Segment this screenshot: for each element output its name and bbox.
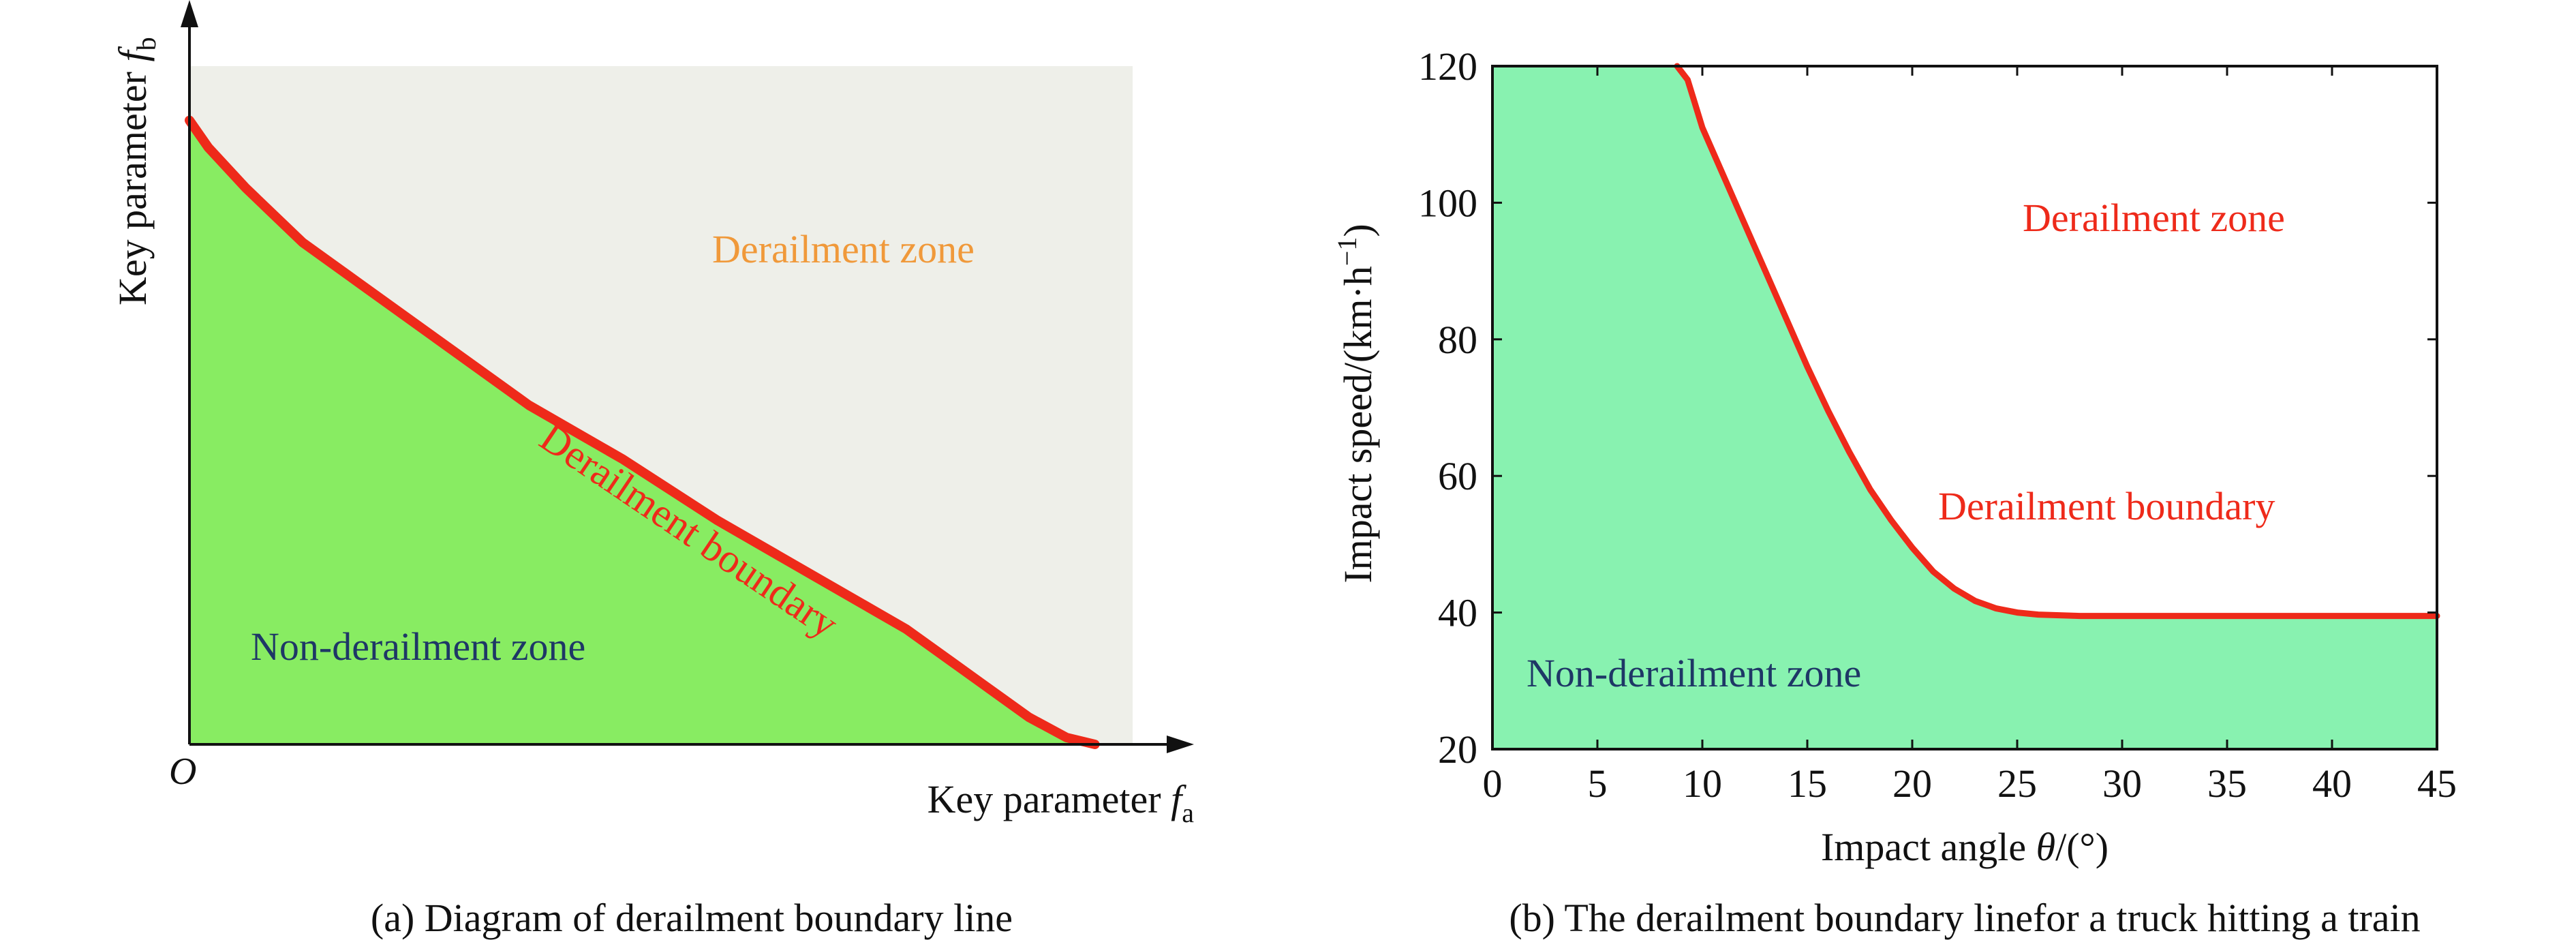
x-tick-label: 25 [1997,761,2037,806]
panel-caption-b: (b) The derailment boundary linefor a tr… [1509,896,2420,940]
derailment-boundary-line-a [185,115,1100,749]
x-tick-label: 30 [2102,761,2142,806]
x-tick-label: 5 [1588,761,1608,806]
x-tick-label: 15 [1788,761,1827,806]
derailment-boundary-line-b [1674,63,2440,620]
derailment-boundary-label-b: Derailment boundary [1938,484,2275,528]
non-derailment-zone-label-a: Non-derailment zone [251,624,585,669]
y-tick-label: 20 [1438,727,1477,772]
y-axis-label-a: Key parameter fb [110,37,162,305]
y-tick-label: 100 [1418,181,1477,225]
x-tick-label: 10 [1683,761,1722,806]
y-tick-label: 60 [1438,454,1477,498]
x-tick-label: 35 [2207,761,2247,806]
y-axis-label-b: Impact speed/(km·h−1) [1332,224,1380,583]
panel-b-impact-chart: 0 5 10 15 20 25 30 35 40 45 20 40 60 80 100 120 Impact… [1332,44,2457,940]
x-tick-label: 40 [2312,761,2352,806]
x-axis-label-a: Key parameter fa [927,777,1195,828]
x-tick-label: 0 [1483,761,1503,806]
x-tick-label: 20 [1892,761,1932,806]
panel-caption-a: (a) Diagram of derailment boundary line [371,896,1013,940]
derailment-zone-label-a: Derailment zone [712,227,975,271]
non-derailment-zone-area-b [1492,66,2437,749]
y-tick-label: 80 [1438,318,1477,362]
plot-frame-b [1491,65,2438,751]
y-tick-label: 40 [1438,591,1477,635]
x-axis-label-b: Impact angle θ/(°) [1821,825,2109,869]
derailment-zone-label-b: Derailment zone [2023,196,2285,240]
origin-label: O [169,751,196,793]
x-tick-label: 45 [2417,761,2457,806]
x-axis-arrow-a [1167,736,1194,753]
non-derailment-zone-area-a [189,120,1095,745]
non-derailment-zone-label-b: Non-derailment zone [1527,651,1861,695]
y-ticks-b: 20 40 60 80 100 120 [1418,44,2437,772]
x-ticks-b: 0 5 10 15 20 25 30 35 40 45 [1483,66,2457,806]
panel-a-boundary-diagram: O Key parameter fa Key parameter fb Dera… [110,0,1194,940]
y-tick-label: 120 [1418,44,1477,89]
y-axis-arrow-a [181,0,198,27]
